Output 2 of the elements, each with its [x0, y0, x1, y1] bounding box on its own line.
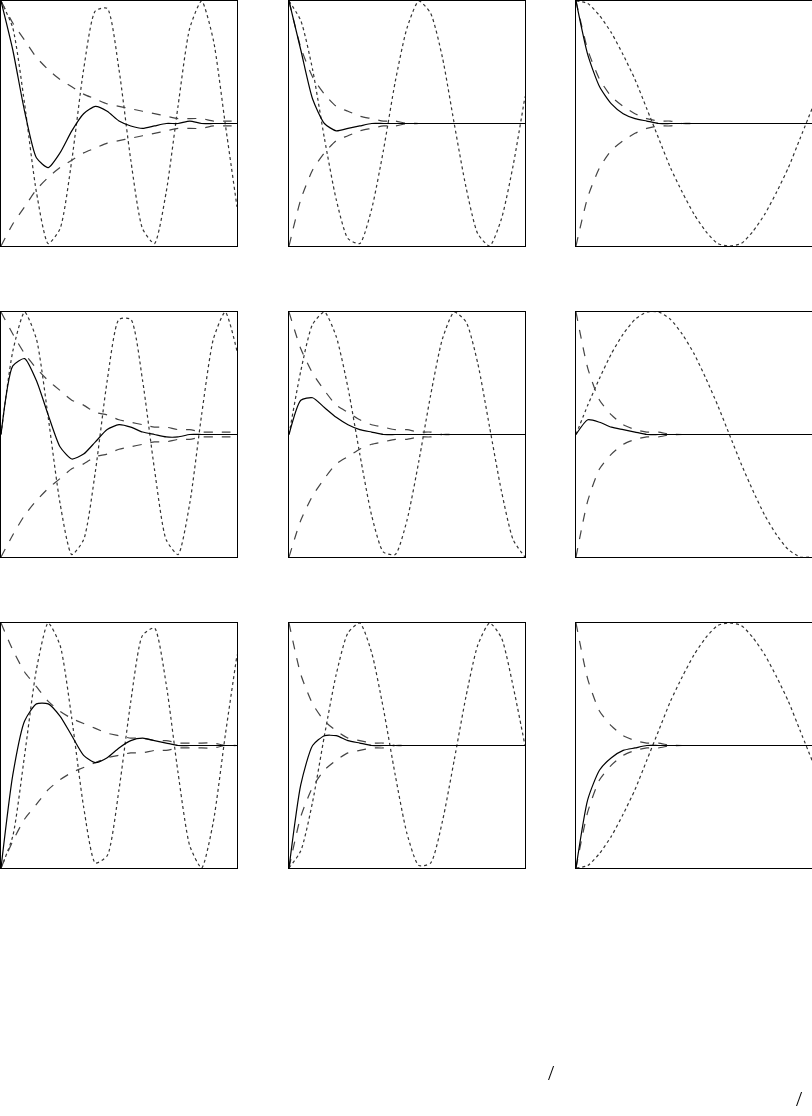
- text: /: [548, 1060, 555, 1085]
- text: /: [796, 1086, 803, 1111]
